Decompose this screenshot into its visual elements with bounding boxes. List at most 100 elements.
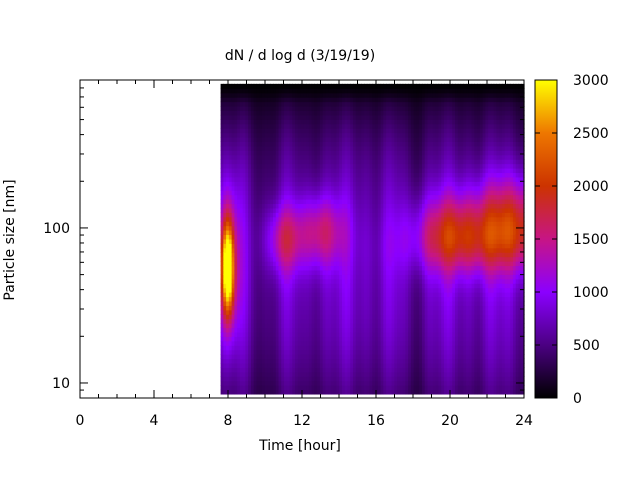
- heatmap-cell: [267, 114, 271, 120]
- heatmap-cell: [261, 358, 266, 364]
- heatmap-cell: [239, 194, 244, 200]
- heatmap-cell: [344, 340, 349, 346]
- heatmap-cell: [413, 371, 418, 377]
- heatmap-cell: [336, 256, 340, 262]
- heatmap-cell: [355, 376, 360, 382]
- heatmap-cell: [226, 309, 230, 315]
- heatmap-cell: [366, 194, 371, 200]
- heatmap-cell: [405, 145, 409, 151]
- heatmap-cell: [295, 159, 299, 165]
- heatmap-cell: [386, 168, 390, 174]
- heatmap-cell: [352, 376, 357, 382]
- heatmap-cell: [273, 261, 277, 267]
- heatmap-cell: [289, 225, 293, 231]
- heatmap-cell: [413, 385, 418, 391]
- heatmap-cell: [314, 362, 318, 368]
- heatmap-cell: [416, 300, 420, 306]
- heatmap-cell: [306, 97, 310, 103]
- heatmap-cell: [284, 172, 288, 178]
- heatmap-cell: [248, 345, 252, 351]
- heatmap-cell: [237, 207, 241, 213]
- heatmap-cell: [308, 221, 313, 227]
- heatmap-cell: [361, 168, 365, 174]
- heatmap-cell: [375, 190, 379, 196]
- heatmap-cell: [292, 234, 296, 240]
- heatmap-cell: [248, 203, 252, 209]
- heatmap-cell: [273, 92, 277, 98]
- heatmap-cell: [377, 181, 382, 187]
- heatmap-cell: [259, 185, 263, 191]
- heatmap-cell: [383, 185, 387, 191]
- heatmap-cell: [328, 216, 332, 222]
- heatmap-cell: [237, 123, 241, 129]
- heatmap-cell: [275, 265, 280, 271]
- heatmap-cell: [383, 97, 387, 103]
- heatmap-cell: [366, 283, 371, 289]
- heatmap-cell: [394, 238, 398, 244]
- heatmap-cell: [352, 385, 357, 391]
- heatmap-cell: [226, 318, 230, 324]
- heatmap-cell: [306, 385, 310, 391]
- heatmap-cell: [383, 106, 387, 112]
- heatmap-cell: [350, 336, 354, 342]
- heatmap-cell: [372, 327, 376, 333]
- heatmap-cell: [339, 225, 343, 231]
- heatmap-cell: [248, 114, 252, 120]
- heatmap-cell: [388, 340, 393, 346]
- heatmap-cell: [261, 230, 266, 236]
- heatmap-cell: [267, 88, 271, 94]
- heatmap-cell: [289, 252, 293, 258]
- heatmap-cell: [386, 243, 390, 249]
- heatmap-cell: [261, 385, 266, 391]
- heatmap-cell: [311, 150, 315, 156]
- heatmap-cell: [253, 194, 258, 200]
- heatmap-cell: [333, 150, 338, 156]
- heatmap-cell: [350, 327, 354, 333]
- heatmap-cell: [319, 190, 324, 196]
- heatmap-cell: [372, 314, 376, 320]
- heatmap-cell: [256, 256, 260, 262]
- heatmap-cell: [286, 168, 291, 174]
- heatmap-cell: [278, 318, 282, 324]
- heatmap-cell: [314, 327, 318, 333]
- heatmap-cell: [402, 314, 406, 320]
- heatmap-cell: [308, 212, 313, 218]
- heatmap-cell: [284, 296, 288, 302]
- heatmap-cell: [358, 367, 362, 373]
- heatmap-cell: [303, 292, 307, 298]
- heatmap-cell: [364, 327, 368, 333]
- heatmap-cell: [275, 296, 280, 302]
- heatmap-cell: [388, 168, 393, 174]
- heatmap-cell: [275, 358, 280, 364]
- heatmap-cell: [275, 261, 280, 267]
- heatmap-cell: [405, 207, 409, 213]
- heatmap-cell: [352, 314, 357, 320]
- heatmap-cell: [347, 230, 351, 236]
- heatmap-cell: [273, 172, 277, 178]
- heatmap-cell: [314, 83, 318, 89]
- heatmap-cell: [275, 207, 280, 213]
- heatmap-cell: [264, 212, 269, 218]
- heatmap-cell: [391, 376, 395, 382]
- heatmap-cell: [226, 340, 230, 346]
- heatmap-cell: [264, 83, 269, 89]
- heatmap-cell: [325, 190, 329, 196]
- heatmap-cell: [261, 176, 266, 182]
- heatmap-cell: [358, 145, 362, 151]
- heatmap-cell: [253, 336, 258, 342]
- heatmap-cell: [245, 106, 249, 112]
- heatmap-cell: [399, 145, 404, 151]
- heatmap-cell: [344, 190, 349, 196]
- heatmap-cell: [242, 380, 247, 386]
- heatmap-cell: [386, 238, 390, 244]
- heatmap-cell: [314, 336, 318, 342]
- heatmap-cell: [311, 265, 315, 271]
- heatmap-cell: [375, 252, 379, 258]
- heatmap-cell: [399, 247, 404, 253]
- heatmap-cell: [226, 362, 230, 368]
- heatmap-cell: [253, 349, 258, 355]
- heatmap-cell: [314, 106, 318, 112]
- heatmap-cell: [273, 345, 277, 351]
- heatmap-cell: [391, 168, 395, 174]
- heatmap-cell: [333, 318, 338, 324]
